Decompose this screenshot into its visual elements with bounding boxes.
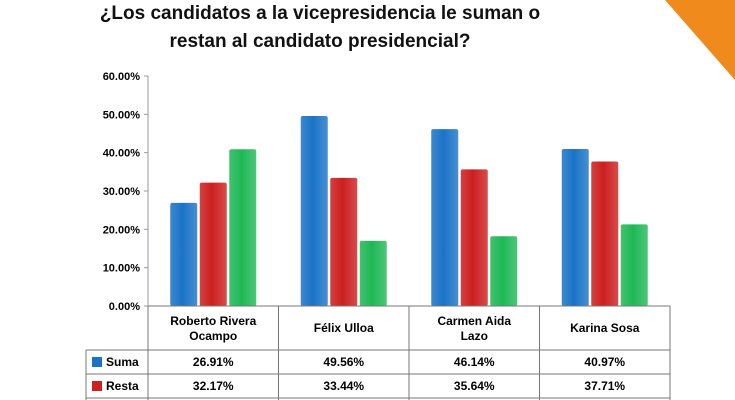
data-label: 37.71% xyxy=(584,379,625,393)
data-label: 46.14% xyxy=(454,355,495,369)
category-label: Ocampo xyxy=(189,329,237,343)
bar-0-3 xyxy=(561,148,589,306)
category-label: Roberto Rivera xyxy=(170,314,256,328)
title-line-1: ¿Los candidatos a la vicepresidencia le … xyxy=(99,3,541,24)
data-label: 40.97% xyxy=(584,355,625,369)
bar-1-3 xyxy=(591,161,619,306)
category-label: Félix Ulloa xyxy=(314,321,374,335)
bar-2-0 xyxy=(229,149,257,306)
y-tick-label: 0.00% xyxy=(109,301,140,313)
y-tick-label: 60.00% xyxy=(103,71,141,83)
bar-0-2 xyxy=(431,129,459,306)
data-label: 33.44% xyxy=(323,379,364,393)
bar-2-3 xyxy=(620,224,648,306)
category-label: Lazo xyxy=(461,329,488,343)
bar-2-1 xyxy=(359,240,387,306)
data-label: 32.17% xyxy=(193,379,234,393)
legend-key-0 xyxy=(92,357,102,367)
legend-key-1 xyxy=(92,381,102,391)
y-tick-label: 50.00% xyxy=(103,109,141,121)
data-label: 35.64% xyxy=(454,379,495,393)
category-label: Carmen Aida xyxy=(437,314,511,328)
bar-1-2 xyxy=(460,169,488,306)
bar-0-0 xyxy=(170,202,198,306)
data-label: 26.91% xyxy=(193,355,234,369)
bar-1-1 xyxy=(330,177,358,306)
title-line-2: restan al candidato presidencial? xyxy=(169,31,471,52)
y-tick-label: 30.00% xyxy=(103,186,141,198)
legend-label-1: Resta xyxy=(106,379,139,393)
legend-label-0: Suma xyxy=(106,355,139,369)
category-label: Karina Sosa xyxy=(570,321,640,335)
data-label: 49.56% xyxy=(323,355,364,369)
y-tick-label: 40.00% xyxy=(103,148,141,160)
y-tick-label: 10.00% xyxy=(103,263,141,275)
bar-0-1 xyxy=(300,116,328,307)
y-tick-label: 20.00% xyxy=(103,224,141,236)
chart-title: ¿Los candidatos a la vicepresidencia le … xyxy=(40,0,600,56)
bar-2-2 xyxy=(490,236,518,306)
bar-1-0 xyxy=(199,182,227,306)
corner-decoration xyxy=(665,0,735,80)
